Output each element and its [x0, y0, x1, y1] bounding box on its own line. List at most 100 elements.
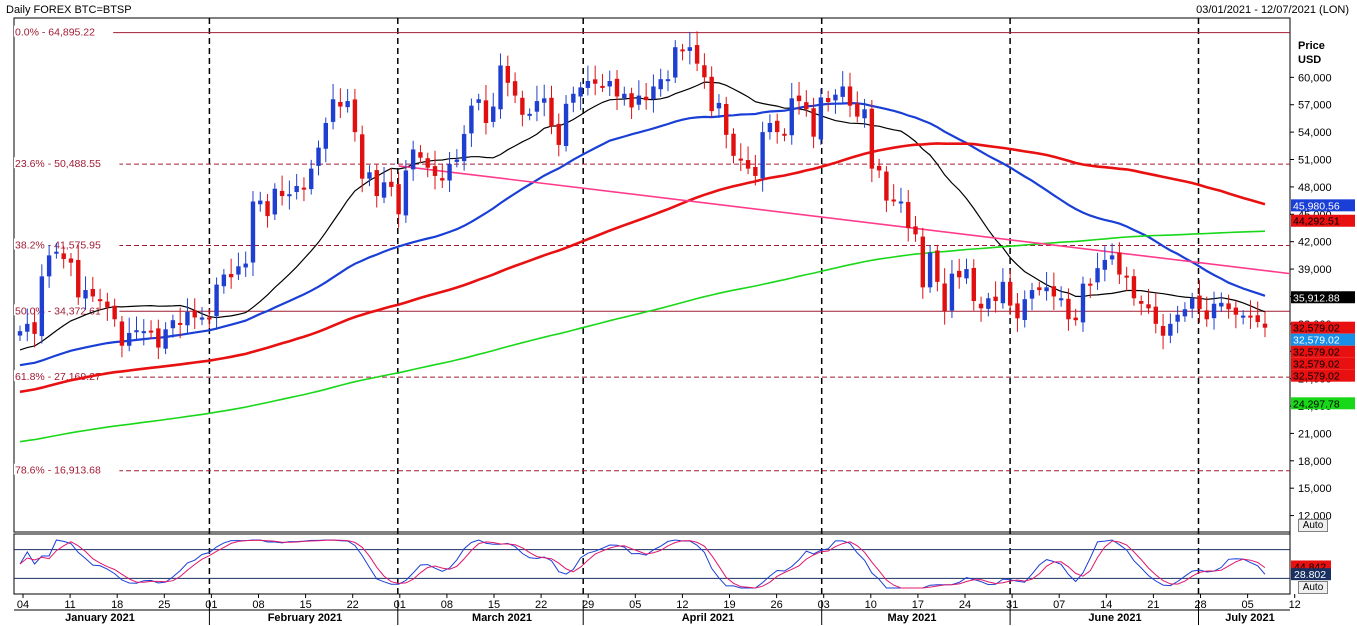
candle-body [359, 134, 365, 179]
candle-body [1124, 275, 1129, 278]
fib-label-bg [14, 157, 120, 169]
candle-body [804, 102, 809, 110]
candle-body [25, 323, 30, 332]
y-tick-label: 15,000 [1298, 483, 1332, 495]
candle-body [272, 188, 278, 215]
auto-scale-button-oscillator[interactable]: Auto [1298, 581, 1328, 594]
x-tick-label: 12 [676, 599, 688, 611]
y-tick-label: 42,000 [1298, 237, 1332, 249]
candle-body [1262, 323, 1268, 328]
candle-body [702, 65, 707, 78]
x-tick-label: 05 [1241, 599, 1253, 611]
candle-body [1240, 315, 1246, 318]
candle-body [774, 120, 780, 133]
candle-body [381, 182, 387, 198]
candle-body [83, 290, 88, 299]
candle-body [694, 45, 700, 64]
candle-body [207, 317, 212, 320]
candle-body [1248, 315, 1253, 318]
price-tag-bg [1291, 214, 1355, 227]
candle-body [556, 123, 561, 145]
candle-body [148, 330, 154, 333]
candle-body [942, 283, 947, 312]
candle-body [177, 322, 183, 325]
y-tick-label: 51,000 [1298, 155, 1332, 167]
candle-body [949, 273, 955, 311]
candle-body [1182, 309, 1188, 317]
candle-body [1044, 287, 1049, 292]
price-tag-bg [1291, 321, 1355, 334]
candle-body [745, 160, 751, 169]
candle-body [265, 201, 270, 217]
candle-body [840, 86, 845, 97]
candle-body [39, 276, 45, 337]
price-tag-label: 32,579.02 [1293, 323, 1340, 335]
candle-body [855, 103, 860, 117]
month-label: April 2021 [682, 612, 735, 624]
candle-body [585, 80, 591, 88]
candle-body [920, 236, 926, 288]
candle-body [993, 296, 998, 302]
price-tag-bg [1291, 369, 1355, 382]
candle-body [236, 266, 241, 275]
price-tags: 45,980.5644,292.5135,912.8832,579.0232,5… [1291, 199, 1355, 410]
fib-level-label: 78.6% - 16,913.68 [15, 465, 101, 477]
candle-body [520, 97, 525, 115]
candle-body [425, 158, 430, 168]
x-tick-label: 22 [535, 599, 547, 611]
candle-body [54, 251, 59, 254]
x-tick-label: 22 [347, 599, 359, 611]
chart-title: Daily FOREX BTC=BTSP [6, 4, 132, 16]
candle-body [301, 187, 307, 190]
candle-body [753, 166, 758, 176]
trendline [398, 165, 1291, 275]
candle-body [971, 267, 976, 302]
candle-body [279, 190, 285, 197]
candle-body [352, 99, 358, 133]
price-tag-label: 24,297.78 [1293, 398, 1340, 410]
y-tick-label: 57,000 [1298, 100, 1332, 112]
month-label: July 2021 [1225, 612, 1275, 624]
x-tick-label: 14 [1100, 599, 1112, 611]
fib-label-bg [14, 238, 120, 250]
candle-body [825, 97, 831, 102]
x-tick-label: 28 [1194, 599, 1206, 611]
candle-body [767, 122, 773, 133]
candle-body [127, 332, 132, 346]
candle-body [367, 172, 372, 179]
candle-body [964, 269, 969, 279]
candle-body [680, 49, 685, 52]
price-tag-label: 32,579.02 [1293, 347, 1340, 359]
candle-body [643, 96, 649, 101]
pink-trendline [398, 165, 1291, 275]
candle-body [316, 147, 321, 166]
auto-scale-button[interactable]: Auto [1298, 519, 1328, 532]
x-tick-label: 26 [770, 599, 782, 611]
candle-body [913, 226, 918, 235]
candle-body [396, 184, 401, 215]
candle-body [134, 330, 139, 333]
x-tick-label: 17 [912, 599, 924, 611]
candle-body [935, 250, 940, 282]
candle-body [986, 298, 991, 309]
candle-body [869, 108, 875, 169]
candle-body [338, 101, 343, 107]
candle-body [563, 103, 569, 146]
candle-body [571, 93, 576, 103]
candle-body [469, 105, 474, 134]
candle-body [731, 133, 736, 156]
candle-body [782, 133, 787, 136]
x-tick-label: 08 [252, 599, 264, 611]
x-tick-label: 10 [865, 599, 877, 611]
candle-body [1051, 286, 1057, 297]
fib-level-label: 23.6% - 50,488.55 [15, 158, 101, 170]
x-tick-label: 08 [441, 599, 453, 611]
date-axis: 04 11 18 25 01 08 15 22 01 08 15 22 29 05 12 19 26 03 10 17… [14, 594, 1301, 625]
candle-body [789, 98, 794, 136]
y-tick-label: 18,000 [1298, 456, 1332, 468]
candle-body [906, 202, 911, 228]
candle-body [440, 178, 445, 181]
candle-body [410, 149, 416, 170]
candle-body [549, 97, 554, 127]
